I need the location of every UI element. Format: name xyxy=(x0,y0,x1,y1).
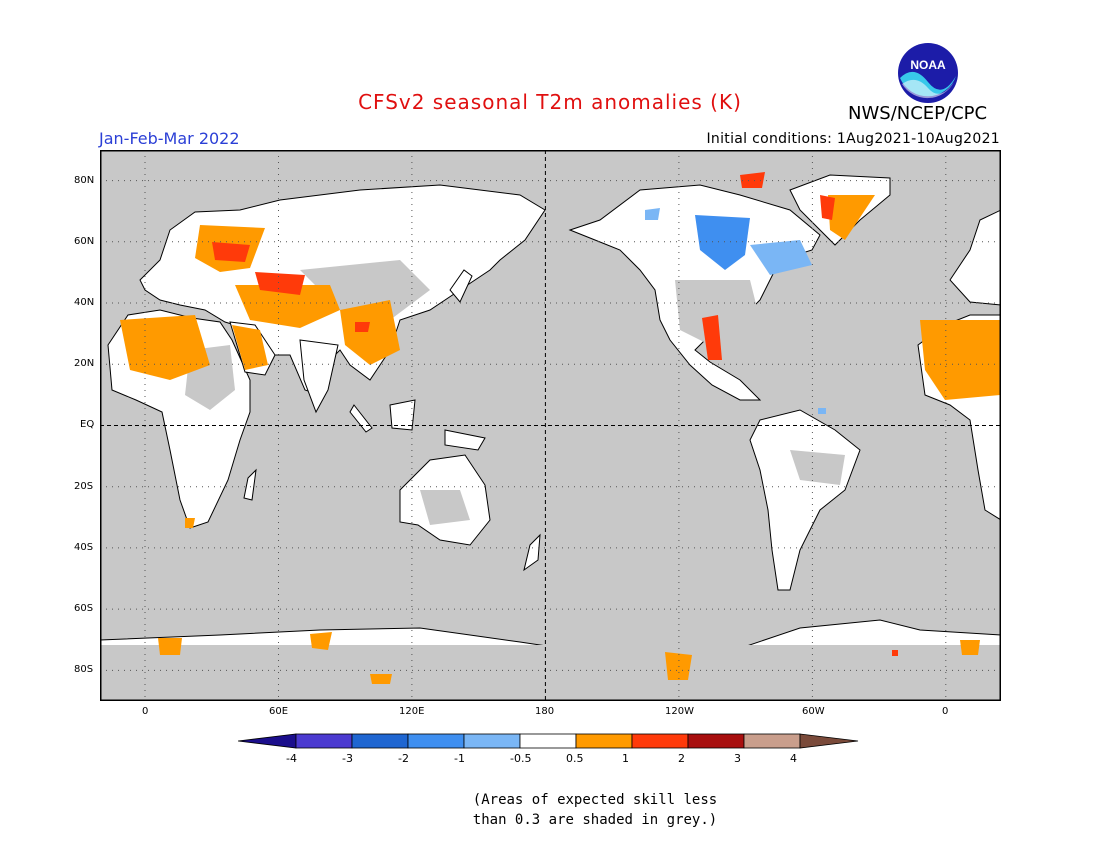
warm-arabia xyxy=(232,325,268,370)
colorbar-label: 1 xyxy=(622,752,629,765)
colorbar-segment xyxy=(799,733,859,749)
colorbar-segment xyxy=(463,733,521,749)
cool-arctic xyxy=(645,208,660,220)
map-frame xyxy=(100,150,1001,701)
cool-canada xyxy=(695,215,750,270)
warm-africa-edge xyxy=(920,320,1000,400)
lat-label: EQ xyxy=(80,419,95,430)
red-china xyxy=(355,322,370,332)
colorbar-segment xyxy=(687,733,745,749)
warm-antarctica-5 xyxy=(370,674,392,684)
lat-label: 40S xyxy=(74,542,94,553)
lon-label: 0 xyxy=(942,706,949,717)
colorbar-label: -2 xyxy=(398,752,409,765)
lon-label: 120W xyxy=(665,706,694,717)
colorbar-label: -4 xyxy=(286,752,297,765)
colorbar-label: -0.5 xyxy=(510,752,532,765)
new-guinea xyxy=(444,429,486,451)
red-central-asia xyxy=(255,272,305,295)
warm-antarctica-2 xyxy=(310,632,332,650)
low-skill-land xyxy=(100,260,1001,701)
warm-antarctica-1 xyxy=(158,638,182,655)
colorbar xyxy=(238,733,859,749)
colorbar-label: 3 xyxy=(734,752,741,765)
colorbar-segment xyxy=(631,733,689,749)
lat-label: 60N xyxy=(74,236,95,247)
cool-amazon xyxy=(818,408,826,414)
red-greenland xyxy=(740,172,765,188)
colorbar-segment xyxy=(407,733,465,749)
colorbar-segment xyxy=(351,733,409,749)
lat-label: 60S xyxy=(74,603,94,614)
strong-warm-regions xyxy=(212,172,898,656)
red-russia xyxy=(212,242,250,262)
warm-north-africa xyxy=(120,315,210,380)
colorbar-label: 2 xyxy=(678,752,685,765)
lat-label: 80N xyxy=(74,175,95,186)
lon-label: 60W xyxy=(802,706,825,717)
warm-greenland xyxy=(828,195,875,240)
lon-label: 0 xyxy=(142,706,149,717)
warm-south-africa xyxy=(185,518,195,528)
anomaly-map xyxy=(100,150,1001,701)
colorbar-segment xyxy=(743,733,801,749)
red-greenland-east xyxy=(820,195,835,220)
colorbar-label: -1 xyxy=(454,752,465,765)
europe-east-edge xyxy=(949,209,1001,306)
lon-label: 120E xyxy=(399,706,425,717)
colorbar-label: 4 xyxy=(790,752,797,765)
lat-label: 40N xyxy=(74,297,95,308)
equator-dateline xyxy=(100,150,1001,701)
lat-label: 20N xyxy=(74,358,95,369)
lat-label: 80S xyxy=(74,664,94,675)
initial-conditions: Initial conditions: 1Aug2021-10Aug2021 xyxy=(706,131,1000,147)
cool-hudson xyxy=(750,240,812,275)
madagascar xyxy=(243,468,257,501)
warm-antarctica-4 xyxy=(960,640,980,655)
forecast-period: Jan-Feb-Mar 2022 xyxy=(99,129,240,148)
colorbar-segment xyxy=(519,733,577,749)
colorbar-segment xyxy=(238,733,297,749)
red-antarctica xyxy=(892,650,898,656)
colorbar-label: 0.5 xyxy=(566,752,584,765)
colorbar-segment xyxy=(295,733,353,749)
agency-label: NWS/NCEP/CPC xyxy=(848,103,988,124)
noaa-logo: NOAA xyxy=(898,43,958,103)
skill-note-line2: than 0.3 are shaded in grey.) xyxy=(472,812,718,828)
warm-anomaly-regions xyxy=(120,195,1000,684)
japan xyxy=(449,269,473,303)
warm-central-asia xyxy=(235,285,340,328)
warm-china xyxy=(340,300,400,365)
lon-label: 60E xyxy=(269,706,289,717)
new-zealand xyxy=(523,533,541,572)
lat-label: 20S xyxy=(74,481,94,492)
logo-text: NOAA xyxy=(910,58,946,72)
cool-anomaly-regions xyxy=(645,208,826,414)
borneo xyxy=(389,399,416,431)
gridlines xyxy=(100,150,1001,701)
red-mexico xyxy=(702,315,722,360)
colorbar-segment xyxy=(575,733,633,749)
map-title: CFSv2 seasonal T2m anomalies (K) xyxy=(358,90,742,114)
india xyxy=(299,339,339,414)
colorbar-label: -3 xyxy=(342,752,353,765)
skill-note-line1: (Areas of expected skill less xyxy=(472,792,718,808)
lon-label: 180 xyxy=(535,706,555,717)
